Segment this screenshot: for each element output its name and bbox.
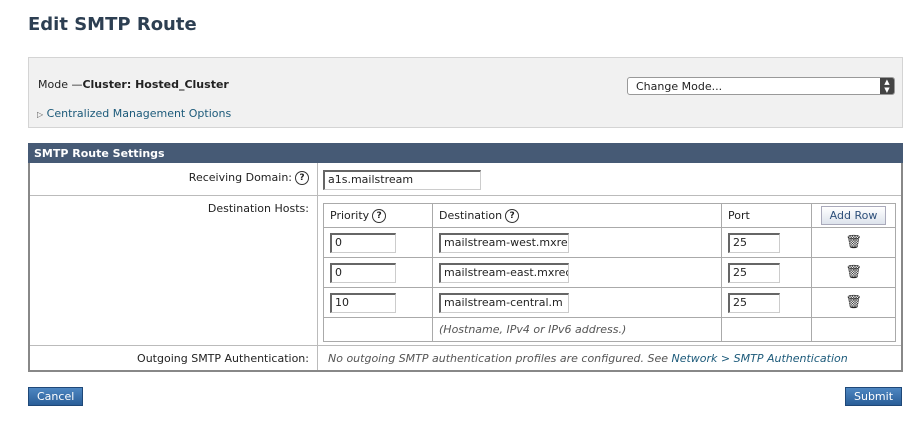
trash-icon[interactable]: 🗑: [811, 287, 896, 318]
priority-input[interactable]: 10: [330, 292, 396, 313]
triangle-right-icon: ▷: [37, 110, 44, 119]
panel-header: SMTP Route Settings: [28, 143, 903, 163]
port-input[interactable]: 25: [728, 292, 780, 313]
destination-hosts-table: Priority? Destination? Port Add Row 0 ma…: [323, 203, 896, 342]
table-row: 0 mailstream-east.mxrec 25 🗑: [323, 257, 896, 288]
destination-input[interactable]: mailstream-west.mxre: [439, 232, 569, 253]
priority-header: Priority: [330, 208, 370, 222]
hint-row: (Hostname, IPv4 or IPv6 address.): [323, 317, 896, 342]
priority-input[interactable]: 0: [330, 262, 396, 283]
table-header-row: Priority? Destination? Port Add Row: [323, 203, 896, 228]
outgoing-auth-text: No outgoing SMTP authentication profiles…: [328, 352, 848, 365]
help-icon[interactable]: ?: [505, 208, 520, 223]
change-mode-select[interactable]: Change Mode... ▲ ▼: [627, 77, 895, 95]
help-icon[interactable]: ?: [372, 208, 387, 223]
receiving-domain-label: Receiving Domain:?: [28, 171, 317, 185]
destination-input[interactable]: mailstream-east.mxrec: [439, 262, 569, 283]
destination-hosts-label: Destination Hosts:: [207, 202, 309, 215]
table-row: 0 mailstream-west.mxre 25 🗑: [323, 227, 896, 258]
priority-input[interactable]: 0: [330, 232, 396, 253]
trash-icon[interactable]: 🗑: [811, 227, 896, 258]
destination-input[interactable]: mailstream-central.m: [439, 292, 569, 313]
label-text: Receiving Domain:: [188, 171, 292, 184]
table-row: 10 mailstream-central.m 25 🗑: [323, 287, 896, 318]
divider: [30, 195, 901, 196]
centralized-management-options-link[interactable]: ▷ Centralized Management Options: [37, 107, 231, 120]
divider: [30, 345, 901, 346]
port-input[interactable]: 25: [728, 262, 780, 283]
mode-label: Mode —: [38, 78, 83, 91]
cancel-button[interactable]: Cancel: [28, 387, 84, 406]
mode-text: Mode —Cluster: Hosted_Cluster: [38, 78, 229, 91]
help-icon[interactable]: ?: [295, 171, 309, 185]
add-row-button[interactable]: Add Row: [820, 206, 887, 225]
trash-icon[interactable]: 🗑: [811, 257, 896, 288]
page-title: Edit SMTP Route: [28, 14, 197, 35]
submit-button[interactable]: Submit: [845, 387, 903, 406]
destination-hint: (Hostname, IPv4 or IPv6 address.): [432, 317, 722, 342]
smtp-authentication-link[interactable]: Network > SMTP Authentication: [671, 352, 848, 365]
select-arrows-icon: ▲ ▼: [880, 78, 894, 94]
destination-header: Destination: [439, 208, 503, 222]
divider: [317, 163, 318, 370]
outgoing-auth-label: Outgoing SMTP Authentication:: [137, 352, 309, 365]
cm-options-label: Centralized Management Options: [46, 107, 232, 120]
port-input[interactable]: 25: [728, 232, 780, 253]
change-mode-value: Change Mode...: [636, 80, 723, 93]
outgoing-auth-message: No outgoing SMTP authentication profiles…: [328, 352, 668, 365]
port-header: Port: [721, 203, 812, 228]
mode-value: Cluster: Hosted_Cluster: [82, 78, 229, 91]
smtp-route-settings-panel: [28, 143, 903, 372]
receiving-domain-input[interactable]: a1s.mailstream: [323, 170, 481, 190]
